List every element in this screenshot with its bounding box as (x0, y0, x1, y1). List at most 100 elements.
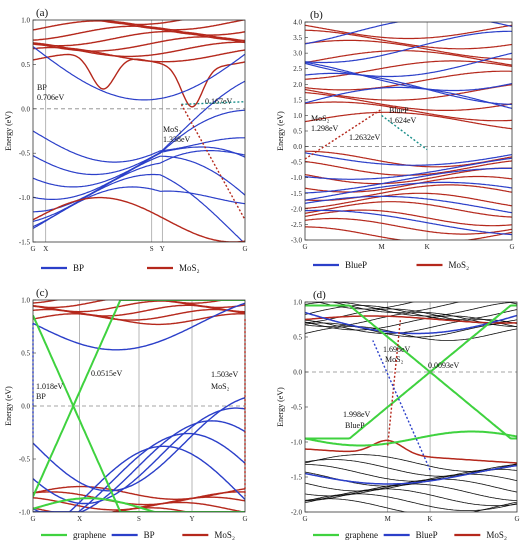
panel-label: (d) (313, 289, 326, 301)
band-line (33, 155, 245, 213)
band-line (305, 72, 512, 105)
transition-arrow (372, 340, 431, 471)
band-line (305, 209, 512, 236)
legend-label: BP (144, 530, 155, 540)
x-tick-label: M (378, 243, 385, 251)
band-line (330, 302, 462, 313)
band-line (33, 186, 245, 229)
plot-frame (32, 19, 246, 243)
annotation-text: 0.0093eV (428, 361, 460, 370)
band-line (305, 302, 517, 317)
x-tick-label: S (150, 245, 154, 253)
y-tick-label: 2.0 (293, 81, 302, 89)
y-tick-label: -1.5 (291, 190, 303, 198)
y-tick-label: 1.0 (21, 17, 30, 25)
y-tick-label: -0.5 (19, 150, 31, 158)
y-tick-label: 3.0 (293, 50, 302, 58)
y-tick-label: 0.5 (21, 61, 30, 69)
annotation-text: BP (37, 83, 47, 92)
band-line (305, 454, 517, 472)
band-line (33, 432, 245, 512)
y-tick-label: 1.0 (293, 299, 302, 307)
annotation-text: 1.298eV (311, 124, 339, 133)
band-line (33, 80, 245, 176)
band-line (305, 184, 512, 201)
band-line (305, 464, 517, 485)
band-line (33, 41, 245, 58)
band-line (305, 192, 512, 209)
panel-d: (d) -2.0 -1.5 -1.0 -0.5 0.0 0.5 1.0 G M K G Energy (… (276, 289, 520, 540)
y-tick-label: -3.0 (291, 237, 303, 245)
band-line (305, 175, 512, 193)
band-line (305, 70, 512, 91)
panel-label: (a) (36, 7, 49, 19)
transition-arrow (304, 108, 382, 160)
y-tick-label: -2.0 (291, 205, 303, 213)
band-line (33, 497, 245, 512)
legend-label: MoS₂ (486, 530, 507, 540)
band-line (305, 29, 512, 50)
x-tick-label: Y (189, 515, 194, 523)
band-line (305, 201, 512, 218)
transition-arrow (381, 114, 428, 151)
x-tick-label: G (514, 515, 519, 523)
band-line (101, 20, 245, 31)
panel-label: (c) (36, 287, 49, 299)
band-line (305, 50, 512, 66)
y-tick-label: -1.0 (291, 439, 303, 447)
y-tick-label: -1.0 (19, 509, 31, 517)
x-tick-label: G (30, 245, 35, 253)
y-tick-label: -0.5 (19, 456, 31, 464)
band-line (305, 52, 512, 78)
annotation-text: MoS₂ (385, 355, 404, 364)
x-tick-label: G (30, 515, 35, 523)
y-tick-label: 0.5 (293, 334, 302, 342)
x-tick-label: X (77, 515, 82, 523)
y-tick-label: 1.0 (293, 112, 302, 120)
y-tick-label: 0.0 (293, 143, 302, 151)
y-tick-label: -0.5 (291, 159, 303, 167)
x-tick-label: G (302, 243, 307, 251)
band-line (305, 84, 512, 101)
annotation-text: 1.624eV (389, 116, 417, 125)
y-tick-label: 0.5 (293, 128, 302, 136)
band-line (305, 439, 517, 464)
band-line (305, 315, 517, 324)
band-line (305, 304, 517, 440)
band-line (305, 157, 512, 180)
annotation-text: BP (36, 392, 46, 401)
bands (305, 302, 517, 512)
bands (305, 22, 512, 240)
annotation-text: MoS₂ (311, 114, 330, 123)
band-line (305, 181, 512, 201)
annotation-text: 1.018eV (36, 382, 64, 391)
x-tick-label: Y (160, 245, 165, 253)
band-line (305, 322, 517, 338)
legend-label: BlueP (345, 260, 367, 270)
y-tick-label: 4.0 (293, 19, 302, 27)
y-axis-label: Energy (eV) (4, 386, 13, 426)
annotation-text: 0.706eV (37, 93, 65, 102)
band-line (305, 315, 517, 331)
annotation-text: 1.338eV (163, 135, 191, 144)
annotation-text: 0.0515eV (91, 369, 123, 378)
y-tick-label: 0.5 (21, 350, 30, 358)
y-tick-label: -2.5 (291, 221, 303, 229)
band-line (305, 24, 512, 40)
x-tick-label: K (428, 515, 433, 523)
annotation-text: MoS₂ (211, 382, 230, 391)
band-line (305, 152, 512, 166)
transition-arrow (181, 100, 246, 106)
legend-label: MoS₂ (214, 530, 235, 540)
annotation-text: BlueP (389, 106, 409, 115)
annotation-text: MoS₂ (163, 125, 182, 134)
band-line (305, 478, 517, 497)
band-line (33, 485, 245, 500)
annotation-text: 1.998eV (343, 410, 371, 419)
band-line (33, 46, 245, 101)
annotation-text: 1.2632eV (349, 133, 381, 142)
x-tick-label: G (242, 515, 247, 523)
band-line (305, 226, 512, 240)
